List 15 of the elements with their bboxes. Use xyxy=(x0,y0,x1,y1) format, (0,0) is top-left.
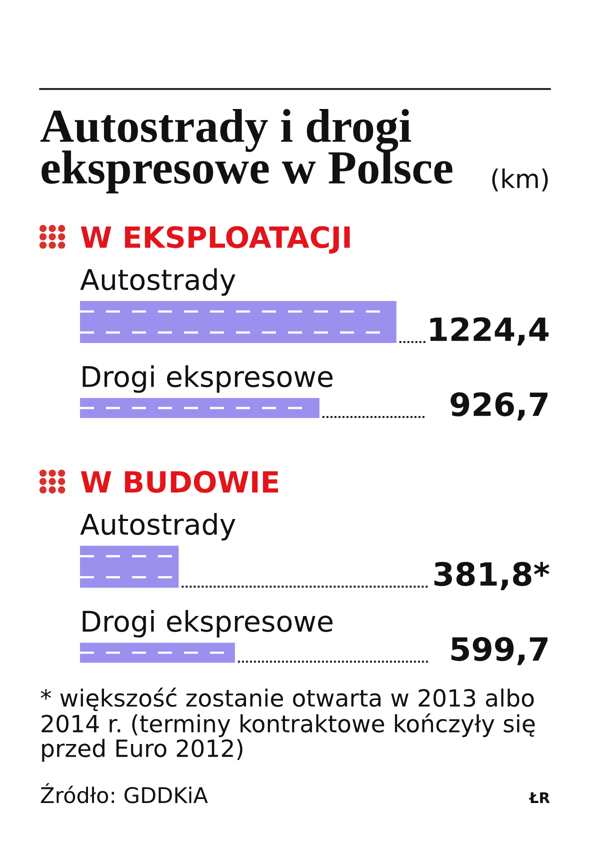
chart-title: W EKSPLOATACJI xyxy=(80,226,350,254)
data-label: 599,7 xyxy=(451,636,548,666)
text: * większość zostanie otwarta w 2013 albo 2014 r. (terminy kontraktowe kończyły się przed Euro 2012) xyxy=(40,688,535,762)
y-tick-label: Drogi ekspresowe xyxy=(82,610,332,638)
data-label: 926,7 xyxy=(450,392,548,420)
data-label: 381,8* xyxy=(434,562,550,590)
text: (km) xyxy=(492,168,548,192)
chart-title: W BUDOWIE xyxy=(80,470,278,493)
y-tick-label: Drogi ekspresowe xyxy=(82,365,332,393)
text: ŁR xyxy=(528,792,550,803)
y-tick-label: Autostrady xyxy=(80,268,236,296)
data-label: 1224,4 xyxy=(430,317,549,346)
y-tick-label: Autostrady xyxy=(80,512,236,541)
text: Autostrady i drogi ekspresowe w Polsce xyxy=(40,109,452,194)
text: Źródło: GDDKiA xyxy=(40,783,208,804)
